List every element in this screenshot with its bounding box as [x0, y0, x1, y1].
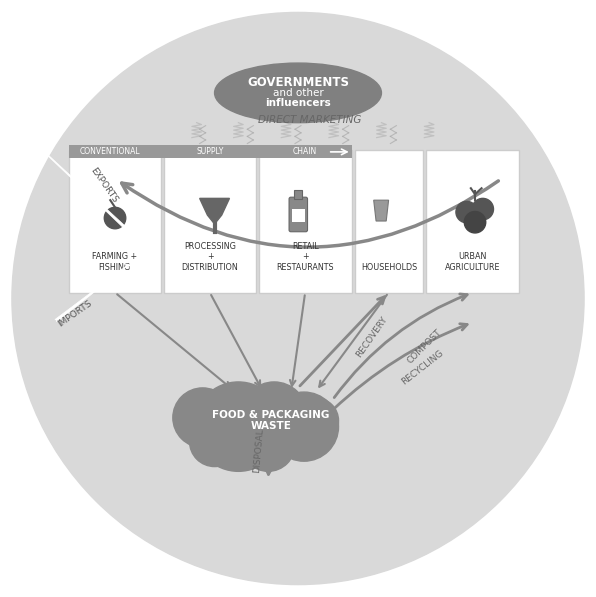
Circle shape	[173, 388, 232, 448]
FancyBboxPatch shape	[292, 209, 305, 222]
Text: SUPPLY: SUPPLY	[196, 147, 224, 156]
Circle shape	[241, 418, 295, 472]
Circle shape	[464, 211, 486, 233]
FancyBboxPatch shape	[355, 149, 423, 293]
Text: URBAN
AGRICULTURE: URBAN AGRICULTURE	[445, 253, 500, 272]
Text: PROCESSING
+
DISTRIBUTION: PROCESSING + DISTRIBUTION	[182, 242, 238, 272]
Text: EXPORTS: EXPORTS	[89, 166, 120, 205]
FancyBboxPatch shape	[294, 190, 302, 199]
Circle shape	[194, 382, 283, 472]
Text: DISPOSAL: DISPOSAL	[252, 428, 265, 473]
Ellipse shape	[215, 63, 381, 122]
Text: RECYCLING: RECYCLING	[399, 348, 445, 386]
Circle shape	[293, 398, 339, 444]
Circle shape	[472, 198, 493, 220]
Circle shape	[241, 382, 307, 448]
Text: RECOVERY: RECOVERY	[354, 315, 389, 359]
FancyBboxPatch shape	[426, 149, 519, 293]
Circle shape	[456, 201, 477, 223]
Text: CONVENTIONAL: CONVENTIONAL	[80, 147, 141, 156]
FancyArrowPatch shape	[44, 151, 136, 238]
Text: CHAIN: CHAIN	[293, 147, 317, 156]
Text: GOVERNMENTS: GOVERNMENTS	[247, 76, 349, 89]
Circle shape	[269, 392, 339, 461]
Polygon shape	[374, 200, 389, 221]
Circle shape	[104, 207, 126, 229]
FancyArrowPatch shape	[122, 181, 498, 247]
FancyBboxPatch shape	[164, 149, 256, 293]
Text: FOOD & PACKAGING
WASTE: FOOD & PACKAGING WASTE	[213, 410, 330, 432]
Circle shape	[190, 417, 240, 467]
Text: FARMING +
FISHING: FARMING + FISHING	[92, 253, 137, 272]
FancyBboxPatch shape	[69, 149, 161, 293]
Circle shape	[12, 13, 584, 584]
Text: COMPOST: COMPOST	[405, 327, 443, 365]
Text: IMPORTS: IMPORTS	[56, 298, 93, 328]
Text: RETAIL
+
RESTAURANTS: RETAIL + RESTAURANTS	[277, 242, 334, 272]
Text: influencers: influencers	[265, 98, 331, 108]
FancyBboxPatch shape	[69, 145, 352, 158]
FancyArrowPatch shape	[55, 264, 129, 322]
FancyBboxPatch shape	[289, 197, 308, 232]
Text: HOUSEHOLDS: HOUSEHOLDS	[361, 263, 417, 272]
FancyBboxPatch shape	[259, 149, 352, 293]
Text: and other: and other	[272, 88, 324, 98]
Polygon shape	[200, 198, 229, 224]
Text: DIRECT MARKETING: DIRECT MARKETING	[258, 115, 362, 125]
